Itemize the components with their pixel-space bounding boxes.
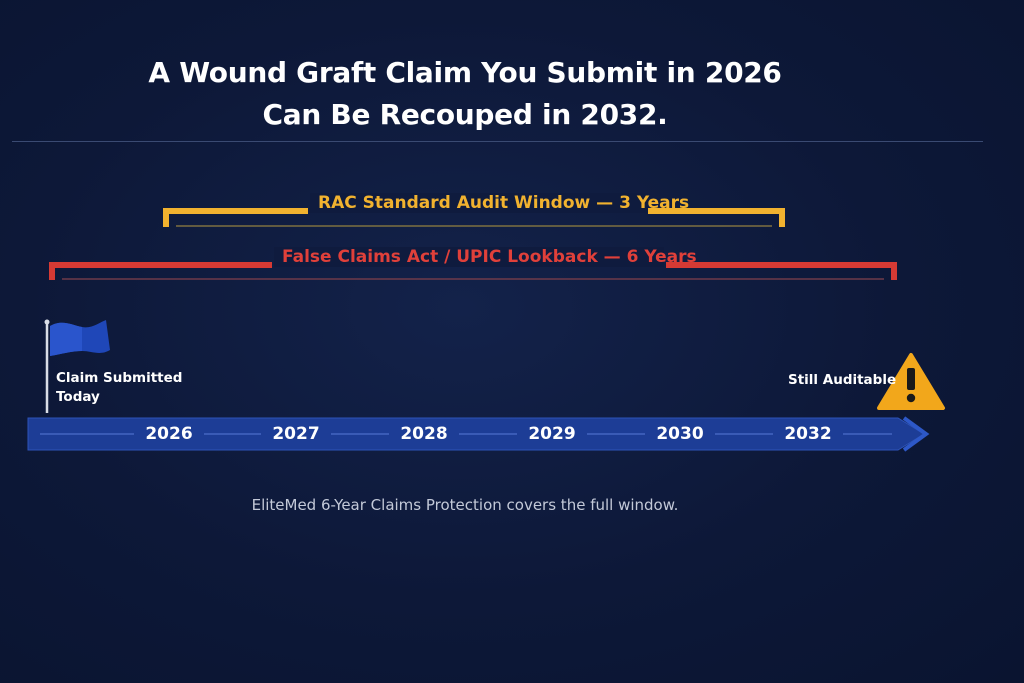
year-label: 2026: [134, 424, 204, 444]
warning-icon: [877, 353, 945, 410]
footnote: EliteMed 6-Year Claims Protection covers…: [251, 496, 679, 514]
title-line-2: Can Be Recouped in 2032.: [262, 98, 668, 131]
flag-icon: [44, 319, 110, 413]
page-title: A Wound Graft Claim You Submit in 2026 C…: [0, 52, 930, 136]
year-label: 2032: [773, 424, 843, 444]
year-label: 2030: [645, 424, 715, 444]
still-auditable-label: Still Auditable: [788, 372, 897, 388]
fca-lookback-label: False Claims Act / UPIC Lookback — 6 Yea…: [274, 247, 697, 267]
title-divider: [12, 141, 983, 142]
year-label: 2027: [261, 424, 331, 444]
rac-audit-bracket: [163, 208, 785, 227]
title-line-1: A Wound Graft Claim You Submit in 2026: [148, 56, 782, 89]
rac-window-label: RAC Standard Audit Window — 3 Years: [310, 193, 689, 213]
year-label: 2029: [517, 424, 587, 444]
claim-submitted-label: Claim Submitted Today: [56, 370, 183, 405]
fca-lookback-bracket: [49, 262, 897, 280]
year-label: 2028: [389, 424, 459, 444]
